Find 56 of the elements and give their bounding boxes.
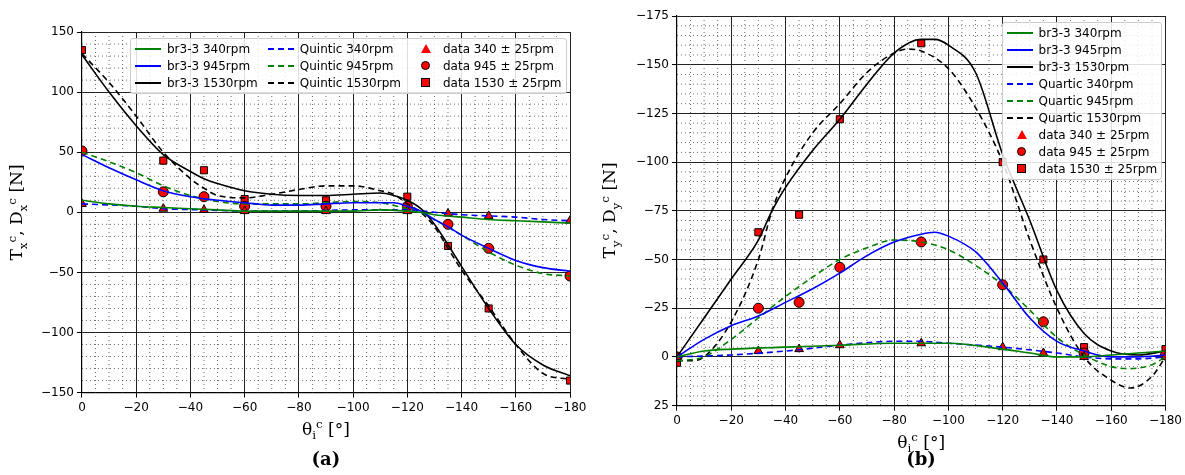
x-tick-label: −160 (499, 399, 533, 414)
y-tick-label: 0 (66, 204, 74, 219)
x-tick-label: −80 (286, 399, 312, 414)
y-tick-label: −150 (635, 56, 669, 71)
y-tick-label: −100 (635, 154, 669, 169)
legend-label: br3-3 340rpm (1038, 26, 1122, 40)
x-tick-label: −140 (445, 399, 479, 414)
x-tick-label: −100 (336, 399, 370, 414)
y-tick-label: −100 (40, 324, 74, 339)
legend-label: data 340 ± 25rpm (1038, 128, 1150, 142)
legend-label: br3-3 1530rpm (167, 76, 258, 90)
y-tick-label: −125 (635, 105, 669, 120)
text: (a) (311, 448, 341, 469)
x-tick-label: 0 (673, 412, 681, 427)
x-tick-label: −120 (986, 412, 1020, 427)
legend-label: br3-3 945rpm (167, 59, 251, 73)
x-tick-label: −140 (1040, 412, 1074, 427)
x-tick-label: −80 (881, 412, 907, 427)
y-tick-label: 100 (51, 84, 74, 99)
y-tick-label: −25 (643, 300, 669, 315)
y-tick-label: 50 (58, 144, 74, 159)
legend-label: data 945 ± 25rpm (442, 59, 554, 73)
x-tick-label: −120 (390, 399, 424, 414)
x-tick-label: −180 (1149, 412, 1182, 427)
legend-label: Quintic 1530rpm (299, 76, 401, 90)
legend-label: Quartic 1530rpm (1038, 111, 1142, 125)
x-tick-label: −160 (1094, 412, 1128, 427)
legend-label: Quartic 945rpm (1038, 94, 1134, 108)
legend-label: Quartic 340rpm (1038, 77, 1134, 91)
y-tick-label: −175 (635, 8, 669, 23)
x-tick-label: −20 (718, 412, 744, 427)
y-tick-label: −75 (643, 202, 669, 217)
x-tick-label: −60 (827, 412, 853, 427)
legend-label: data 1530 ± 25rpm (442, 76, 562, 90)
legend-label: data 340 ± 25rpm (442, 42, 554, 56)
legend-label: Quintic 945rpm (299, 59, 394, 73)
x-axis-title: θ$_{i}$$^{c}$ [°] (301, 416, 350, 442)
legend-label: data 945 ± 25rpm (1038, 145, 1150, 159)
x-tick-label: −180 (553, 399, 587, 414)
legend-label: br3-3 1530rpm (1038, 60, 1130, 74)
y-tick-label: 0 (661, 349, 669, 364)
x-tick-label: 0 (78, 399, 86, 414)
y-tick-label: 150 (51, 24, 74, 39)
x-tick-label: −100 (931, 412, 965, 427)
x-tick-label: −40 (772, 412, 799, 427)
legend-label: br3-3 945rpm (1038, 43, 1122, 57)
y-tick-label: −50 (643, 251, 669, 266)
legend-label: Quintic 340rpm (299, 42, 394, 56)
x-tick-label: −60 (231, 399, 258, 414)
y-tick-label: −150 (40, 384, 74, 399)
legend-label: data 1530 ± 25rpm (1038, 162, 1158, 176)
x-tick-label: −20 (123, 399, 149, 414)
x-tick-label: −40 (177, 399, 204, 414)
y-tick-label: −50 (48, 264, 74, 279)
legend-label: br3-3 340rpm (167, 42, 251, 56)
y-tick-label: 25 (653, 397, 669, 412)
